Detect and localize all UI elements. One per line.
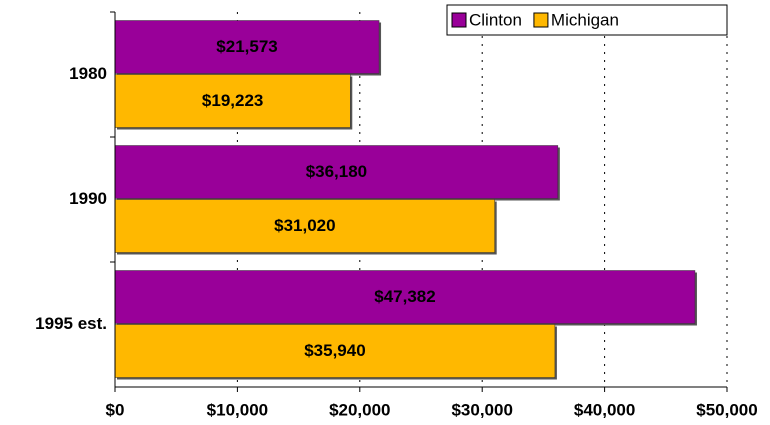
legend-box: [446, 4, 728, 36]
x-tick-label: $30,000: [451, 400, 512, 419]
x-tick-label: $0: [106, 400, 125, 419]
bar: [114, 270, 696, 324]
legend-label: Clinton: [469, 10, 522, 29]
bar: [114, 74, 351, 128]
data-label: $35,940: [304, 341, 365, 360]
legend-label: Michigan: [551, 10, 619, 29]
x-tick-label: $20,000: [329, 400, 390, 419]
x-tick-label: $50,000: [696, 400, 757, 419]
bar: [114, 324, 556, 378]
data-label: $19,223: [202, 91, 263, 110]
data-label: $36,180: [306, 162, 367, 181]
legend-swatch: [451, 12, 467, 28]
y-tick-label: 1995 est.: [35, 314, 107, 333]
x-tick-label: $40,000: [574, 400, 635, 419]
x-tick-label: $10,000: [207, 400, 268, 419]
y-tick-label: 1990: [69, 189, 107, 208]
data-label: $21,573: [216, 37, 277, 56]
legend-swatch: [533, 12, 549, 28]
y-tick-label: 1980: [69, 64, 107, 83]
bar: [114, 20, 380, 74]
data-label: $47,382: [374, 287, 435, 306]
data-label: $31,020: [274, 216, 335, 235]
